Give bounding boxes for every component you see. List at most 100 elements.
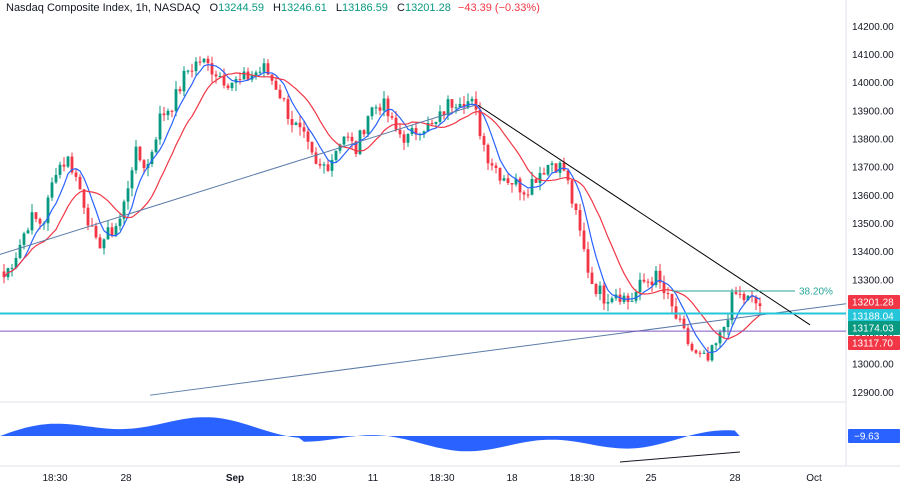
candle-body [110,227,114,236]
candle-body [594,284,598,294]
x-tick-label: Oct [806,473,822,484]
candle-body [214,74,218,77]
candle-body [98,237,102,249]
candle-body [458,104,462,108]
symbol-title: Nasdaq Composite Index, 1h, NASDAQ [6,2,201,14]
ma-fast-line [3,63,761,354]
oscillator-area [0,417,760,452]
high-value: 13246.61 [280,2,327,14]
y-tick-label: 13700.00 [852,163,894,174]
candle-body [542,173,546,175]
candle-body [150,152,154,164]
x-tick-label: 18:30 [291,473,316,484]
y-tick-label: 12900.00 [852,388,894,399]
candle-body [642,279,646,282]
open-label: O [209,2,219,14]
price-badge [848,295,900,309]
candle-body [290,118,294,126]
candle-body [706,352,710,361]
candle-body [246,71,250,80]
candle-body [746,295,750,301]
candle-body [314,152,318,164]
candle-body [342,136,346,145]
candle-body [222,75,226,86]
candle-body [598,285,602,294]
candle-body [522,192,526,195]
candle-body [454,107,458,109]
candle-body [162,113,166,116]
candle-body [138,146,142,161]
x-tick-label: 11 [368,473,379,484]
candle-body [402,134,406,143]
candle-body [662,282,666,294]
candle-body [462,104,466,108]
candle-body [62,164,66,167]
candle-body [414,128,418,135]
candle-body [294,122,298,126]
candle-body [130,170,134,189]
price-badge [848,336,900,350]
candle-body [174,89,178,112]
candle-body [702,352,706,354]
candle-body [114,226,118,236]
candle-body [650,281,654,285]
candle-body [354,141,358,155]
candle-body [166,110,170,116]
candle-body [202,58,206,63]
candle-body [378,107,382,111]
candle-body [346,136,350,138]
candle-body [142,160,146,169]
low-label: L [335,2,343,14]
candle-body [510,182,514,185]
candle-body [82,189,86,208]
candle-body [94,225,98,238]
candle-body [170,110,174,112]
candle-body [694,350,698,353]
candle-body [726,320,730,328]
candle-body [318,163,322,166]
candle-body [566,170,570,181]
candle-body [334,150,338,160]
candle-body [526,194,530,196]
candle-body [230,82,234,89]
candle-body [518,178,522,193]
candle-body [210,63,214,75]
candle-body [582,230,586,250]
candle-body [86,207,90,226]
candle-body [434,121,438,124]
candle-body [366,116,370,135]
candle-body [30,212,34,231]
candle-body [14,257,18,268]
candle-body [258,71,262,73]
x-tick-label: 18:30 [569,473,594,484]
candle-body [590,272,594,285]
candle-body [666,293,670,295]
candle-body [738,293,742,295]
x-tick-label: 18:30 [42,473,67,484]
candle-body [266,63,270,75]
candle-body [26,230,30,234]
y-tick-label: 14000.00 [852,78,894,89]
candle-body [190,70,194,72]
candle-body [698,352,702,354]
x-tick-label: 28 [729,473,741,484]
candle-body [242,71,246,80]
candle-body [682,318,686,329]
candle-body [406,134,410,143]
candle-body [742,293,746,301]
candle-body [446,99,450,116]
price-badge [848,309,900,323]
candle-body [58,164,62,175]
candle-body [550,163,554,165]
x-tick-label: 28 [120,473,132,484]
lower-trendline [149,303,847,396]
candle-body [362,130,366,135]
change-value: −43.39 (−0.33%) [457,2,540,14]
candle-body [22,233,26,245]
price-badge [848,321,900,335]
candle-body [586,249,590,273]
x-tick-label: 18 [506,473,518,484]
candle-body [686,328,690,344]
candle-body [50,182,54,198]
